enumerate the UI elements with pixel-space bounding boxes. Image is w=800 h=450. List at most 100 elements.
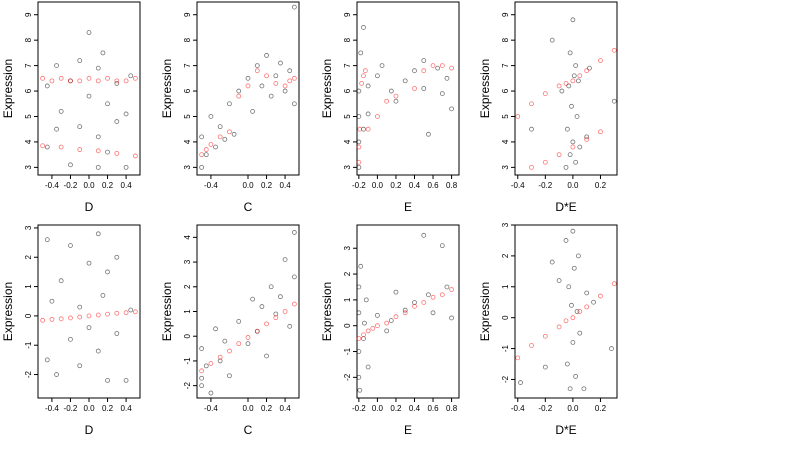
point (199, 368, 205, 374)
point (291, 230, 297, 235)
point (264, 53, 269, 58)
point (515, 355, 521, 361)
point (245, 341, 251, 347)
point (598, 58, 603, 63)
point (421, 86, 427, 91)
point (556, 278, 562, 284)
point (361, 332, 366, 338)
point (425, 131, 431, 137)
point (430, 294, 436, 300)
point (68, 162, 73, 168)
x-axis-label: D*E (555, 423, 576, 437)
x-tick-label: 0.2 (390, 181, 402, 190)
point (556, 152, 562, 158)
point (236, 88, 242, 94)
y-axis-label: Expression (320, 59, 334, 118)
point (199, 346, 205, 351)
point (132, 153, 138, 159)
point (515, 114, 521, 119)
point (114, 78, 120, 84)
point (370, 325, 376, 331)
point (236, 93, 242, 99)
x-tick-label: -0.2 (64, 181, 78, 190)
point (570, 144, 576, 150)
point (374, 114, 380, 119)
point (412, 300, 417, 305)
point (54, 372, 59, 377)
point (563, 238, 569, 243)
x-tick-label: 0.0 (372, 404, 384, 413)
y-tick-label: 0 (24, 313, 33, 318)
point-series (356, 25, 454, 170)
y-axis-label: Expression (1, 59, 15, 118)
point (100, 292, 106, 298)
point (58, 75, 64, 81)
point (425, 292, 431, 298)
point (584, 304, 590, 310)
x-tick-label: -0.4 (45, 181, 59, 190)
point (114, 119, 120, 124)
point (208, 142, 214, 147)
point (571, 73, 577, 79)
y-tick-label: -2 (183, 382, 192, 390)
point (577, 309, 583, 314)
point (208, 390, 214, 396)
x-tick-label: -0.2 (352, 404, 366, 413)
point (374, 323, 380, 329)
y-axis-label: Expression (160, 282, 174, 341)
point (291, 75, 297, 81)
point (435, 65, 441, 71)
point (199, 134, 205, 140)
y-tick-label: 4 (501, 139, 510, 144)
point (611, 98, 617, 104)
x-tick-label: 0.2 (261, 181, 273, 190)
x-tick-label: 0.0 (83, 404, 95, 413)
point (282, 309, 288, 314)
point (287, 78, 293, 84)
point (444, 75, 450, 81)
x-tick-label: 0.2 (390, 404, 402, 413)
x-tick-label: 0.0 (567, 181, 579, 190)
y-tick-label: 0 (183, 333, 192, 338)
point (217, 124, 223, 130)
point-series (40, 75, 138, 159)
point (95, 65, 101, 71)
point (105, 378, 110, 383)
point-series (44, 30, 134, 170)
point (114, 150, 120, 156)
point (49, 317, 55, 322)
point (259, 304, 265, 309)
x-tick-label: 0.4 (280, 181, 292, 190)
point (449, 287, 454, 292)
point (264, 353, 269, 359)
point (254, 63, 260, 69)
x-tick-label: 0.8 (446, 404, 458, 413)
point (203, 147, 209, 152)
y-axis-label: Expression (160, 59, 174, 118)
point (77, 124, 83, 130)
y-tick-label: 6 (343, 88, 352, 93)
point (132, 75, 138, 81)
point (549, 259, 555, 265)
point (217, 354, 223, 360)
point (227, 348, 232, 354)
point (259, 83, 265, 89)
point (291, 101, 297, 107)
point (421, 232, 427, 238)
x-axis-label: E (404, 200, 412, 214)
point (412, 303, 417, 309)
point (564, 126, 570, 132)
point (379, 63, 385, 69)
point (273, 315, 279, 321)
y-tick-label: 1 (183, 309, 192, 314)
x-tick-label: 0.2 (595, 181, 607, 190)
point (358, 50, 364, 56)
point (449, 315, 454, 321)
point (268, 93, 274, 99)
x-tick-label: -0.2 (352, 181, 366, 190)
y-tick-label: -1 (343, 347, 352, 355)
point (439, 63, 445, 69)
y-tick-label: -2 (24, 370, 33, 378)
y-tick-label: 7 (501, 63, 510, 68)
x-tick-label: -0.2 (538, 181, 552, 190)
